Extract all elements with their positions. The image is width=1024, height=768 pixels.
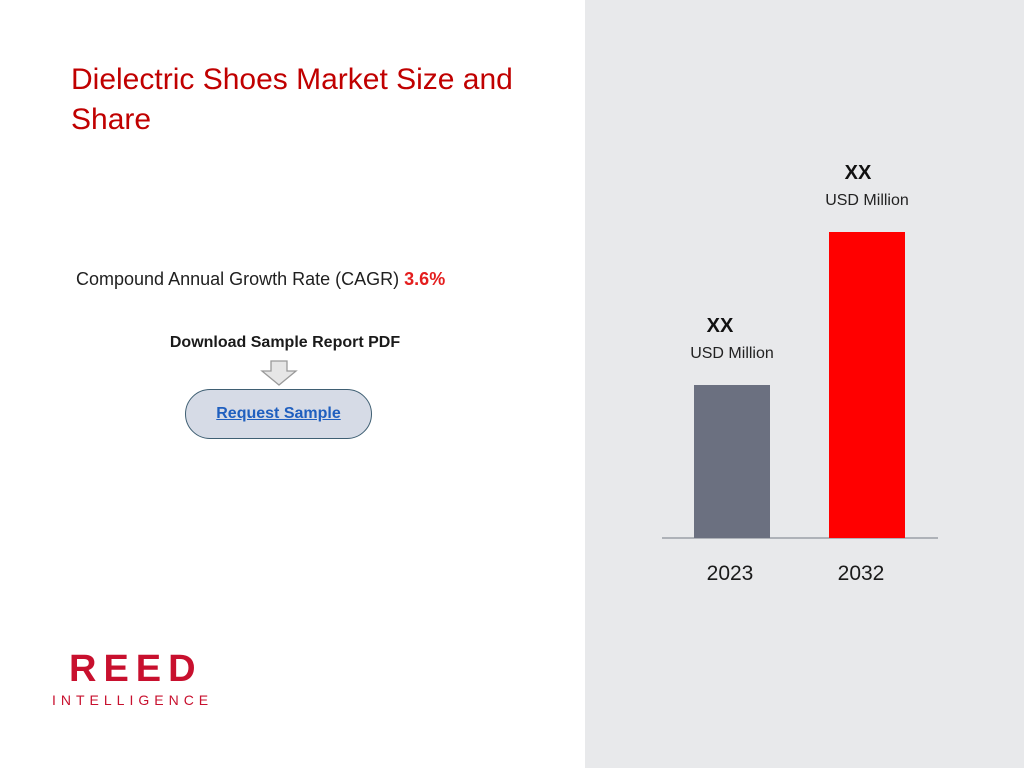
- bar-unit-label-2032: USD Million: [825, 192, 909, 209]
- x-tick-2023: 2023: [706, 562, 754, 585]
- request-sample-button[interactable]: Request Sample: [185, 389, 372, 439]
- cagr-label: Compound Annual Growth Rate (CAGR): [76, 269, 400, 289]
- logo-main-text: REED: [69, 648, 203, 690]
- bar-value-label-2023: XX: [706, 315, 734, 337]
- logo-sub-text: INTELLIGENCE: [52, 692, 214, 708]
- cagr-text: Compound Annual Growth Rate (CAGR) 3.6%: [76, 269, 445, 290]
- reed-logo: REED INTELLIGENCE: [52, 650, 232, 708]
- page-title: Dielectric Shoes Market Size and Share: [71, 63, 513, 136]
- arrow-down-icon: [260, 360, 298, 386]
- download-label: Download Sample Report PDF: [169, 334, 401, 351]
- bar-value-label-2032: XX: [844, 162, 872, 184]
- bar-unit-label-2023: USD Million: [690, 345, 774, 362]
- right-panel: [585, 0, 1024, 768]
- cagr-value: 3.6%: [404, 269, 446, 289]
- request-sample-link[interactable]: Request Sample: [216, 405, 341, 422]
- x-tick-2032: 2032: [837, 562, 885, 585]
